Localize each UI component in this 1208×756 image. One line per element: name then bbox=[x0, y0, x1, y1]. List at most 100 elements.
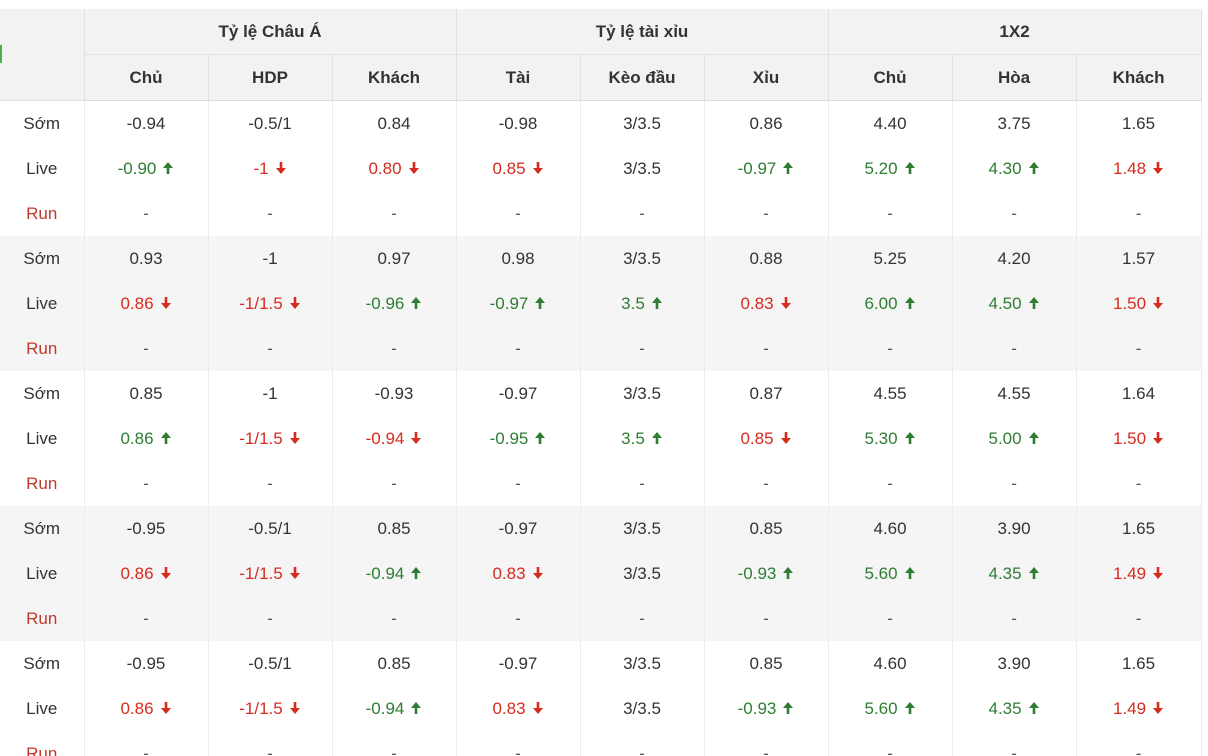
odds-cell: 1.65 bbox=[1076, 506, 1202, 551]
odds-empty: - bbox=[391, 608, 397, 628]
odds-value: -0.5/1 bbox=[248, 518, 292, 538]
odds-cell: - bbox=[456, 731, 581, 756]
arrow-up-icon bbox=[1028, 431, 1040, 445]
header-col-1x2-home: Chủ bbox=[828, 54, 953, 101]
odds-empty: - bbox=[143, 203, 149, 223]
odds-cell: -0.96 bbox=[332, 281, 457, 326]
odds-empty: - bbox=[1011, 338, 1017, 358]
row-label-run: Run bbox=[0, 731, 85, 756]
odds-cell: 1.65 bbox=[1076, 641, 1202, 686]
odds-value: 3/3.5 bbox=[623, 248, 661, 268]
odds-value: -1/1.5 bbox=[239, 293, 283, 313]
odds-value: 1.49 bbox=[1113, 563, 1147, 583]
odds-value: 0.85 bbox=[749, 653, 783, 673]
odds-value: -0.98 bbox=[498, 113, 538, 133]
odds-cell: - bbox=[952, 191, 1077, 236]
odds-empty: - bbox=[887, 743, 893, 756]
odds-value: 5.00 bbox=[988, 428, 1022, 448]
odds-value: -0.95 bbox=[489, 428, 529, 448]
odds-cell: 0.86 bbox=[84, 281, 209, 326]
odds-cell: -0.93 bbox=[704, 686, 829, 731]
odds-value: -0.5/1 bbox=[248, 113, 292, 133]
odds-cell: 3.5 bbox=[580, 416, 705, 461]
odds-value: -1 bbox=[262, 383, 278, 403]
odds-cell: - bbox=[84, 731, 209, 756]
odds-cell: 3.90 bbox=[952, 506, 1077, 551]
odds-cell: - bbox=[828, 731, 953, 756]
odds-cell: 0.85 bbox=[704, 641, 829, 686]
odds-cell: - bbox=[208, 461, 333, 506]
odds-cell: - bbox=[208, 326, 333, 371]
odds-cell: - bbox=[1076, 191, 1202, 236]
odds-empty: - bbox=[1135, 743, 1142, 756]
odds-cell: -0.94 bbox=[332, 551, 457, 596]
odds-cell: 4.30 bbox=[952, 146, 1077, 191]
arrow-up-icon bbox=[904, 566, 916, 580]
odds-cell: - bbox=[332, 191, 457, 236]
odds-value: -0.95 bbox=[126, 518, 166, 538]
table-header: Tỷ lệ Châu Á Tỷ lệ tài xỉu 1X2 Chủ HDP K… bbox=[0, 9, 1202, 101]
odds-value: -0.95 bbox=[126, 653, 166, 673]
table-row: Run - - - - - - - - - bbox=[0, 461, 1202, 506]
odds-empty: - bbox=[639, 338, 645, 358]
arrow-up-icon bbox=[534, 431, 546, 445]
odds-cell: 3/3.5 bbox=[580, 551, 705, 596]
odds-cell: 0.85 bbox=[332, 641, 457, 686]
odds-cell: 4.35 bbox=[952, 551, 1077, 596]
odds-cell: - bbox=[1076, 326, 1202, 371]
odds-value: 1.65 bbox=[1122, 113, 1156, 133]
odds-cell: 1.64 bbox=[1076, 371, 1202, 416]
odds-value: 3/3.5 bbox=[623, 158, 661, 178]
arrow-up-icon bbox=[160, 431, 172, 445]
odds-value: 4.35 bbox=[988, 563, 1022, 583]
odds-empty: - bbox=[639, 203, 645, 223]
odds-empty: - bbox=[391, 743, 397, 756]
table-row: Run - - - - - - - - - bbox=[0, 326, 1202, 371]
odds-cell: 4.55 bbox=[952, 371, 1077, 416]
header-col-1x2-draw: Hòa bbox=[952, 54, 1077, 101]
odds-value: 1.65 bbox=[1122, 653, 1156, 673]
odds-value: 1.50 bbox=[1113, 428, 1147, 448]
odds-cell: - bbox=[952, 596, 1077, 641]
odds-cell: 3.90 bbox=[952, 641, 1077, 686]
header-col-under: Xỉu bbox=[704, 54, 829, 101]
header-corner bbox=[0, 9, 85, 101]
odds-value: 3/3.5 bbox=[623, 113, 661, 133]
row-label-run: Run bbox=[0, 326, 85, 371]
odds-cell: -0.94 bbox=[332, 686, 457, 731]
odds-empty: - bbox=[1135, 473, 1142, 493]
odds-cell: 5.60 bbox=[828, 551, 953, 596]
odds-cell: 3.75 bbox=[952, 100, 1077, 146]
odds-cell: - bbox=[456, 326, 581, 371]
header-col-over: Tài bbox=[456, 54, 581, 101]
odds-value: 6.00 bbox=[864, 293, 898, 313]
table-row: Live 0.86 -1/1.5 -0.94 0.83 3/3.5 -0.93 5.60 4.3… bbox=[0, 686, 1202, 731]
odds-cell: 3.5 bbox=[580, 281, 705, 326]
odds-cell: - bbox=[456, 191, 581, 236]
arrow-down-icon bbox=[780, 431, 792, 445]
table-row: Sớm 0.93 -1 0.97 0.98 3/3.5 0.88 5.25 4.20 1.57 bbox=[0, 236, 1202, 281]
odds-value: 1.49 bbox=[1113, 698, 1147, 718]
row-label-live: Live bbox=[0, 146, 85, 191]
odds-cell: - bbox=[580, 326, 705, 371]
odds-cell: 3/3.5 bbox=[580, 100, 705, 146]
odds-value: -1/1.5 bbox=[239, 698, 283, 718]
odds-cell: 0.88 bbox=[704, 236, 829, 281]
odds-cell: -0.97 bbox=[704, 146, 829, 191]
odds-cell: - bbox=[84, 191, 209, 236]
arrow-down-icon bbox=[1152, 161, 1164, 175]
odds-cell: -0.94 bbox=[332, 416, 457, 461]
odds-value: -0.94 bbox=[126, 113, 166, 133]
odds-cell: 5.20 bbox=[828, 146, 953, 191]
odds-cell: 0.83 bbox=[456, 686, 581, 731]
odds-empty: - bbox=[267, 338, 273, 358]
odds-empty: - bbox=[887, 203, 893, 223]
odds-cell: - bbox=[208, 731, 333, 756]
odds-cell: - bbox=[208, 191, 333, 236]
arrow-down-icon bbox=[289, 296, 301, 310]
arrow-up-icon bbox=[534, 296, 546, 310]
row-label-live: Live bbox=[0, 686, 85, 731]
odds-cell: 0.97 bbox=[332, 236, 457, 281]
odds-cell: - bbox=[828, 596, 953, 641]
